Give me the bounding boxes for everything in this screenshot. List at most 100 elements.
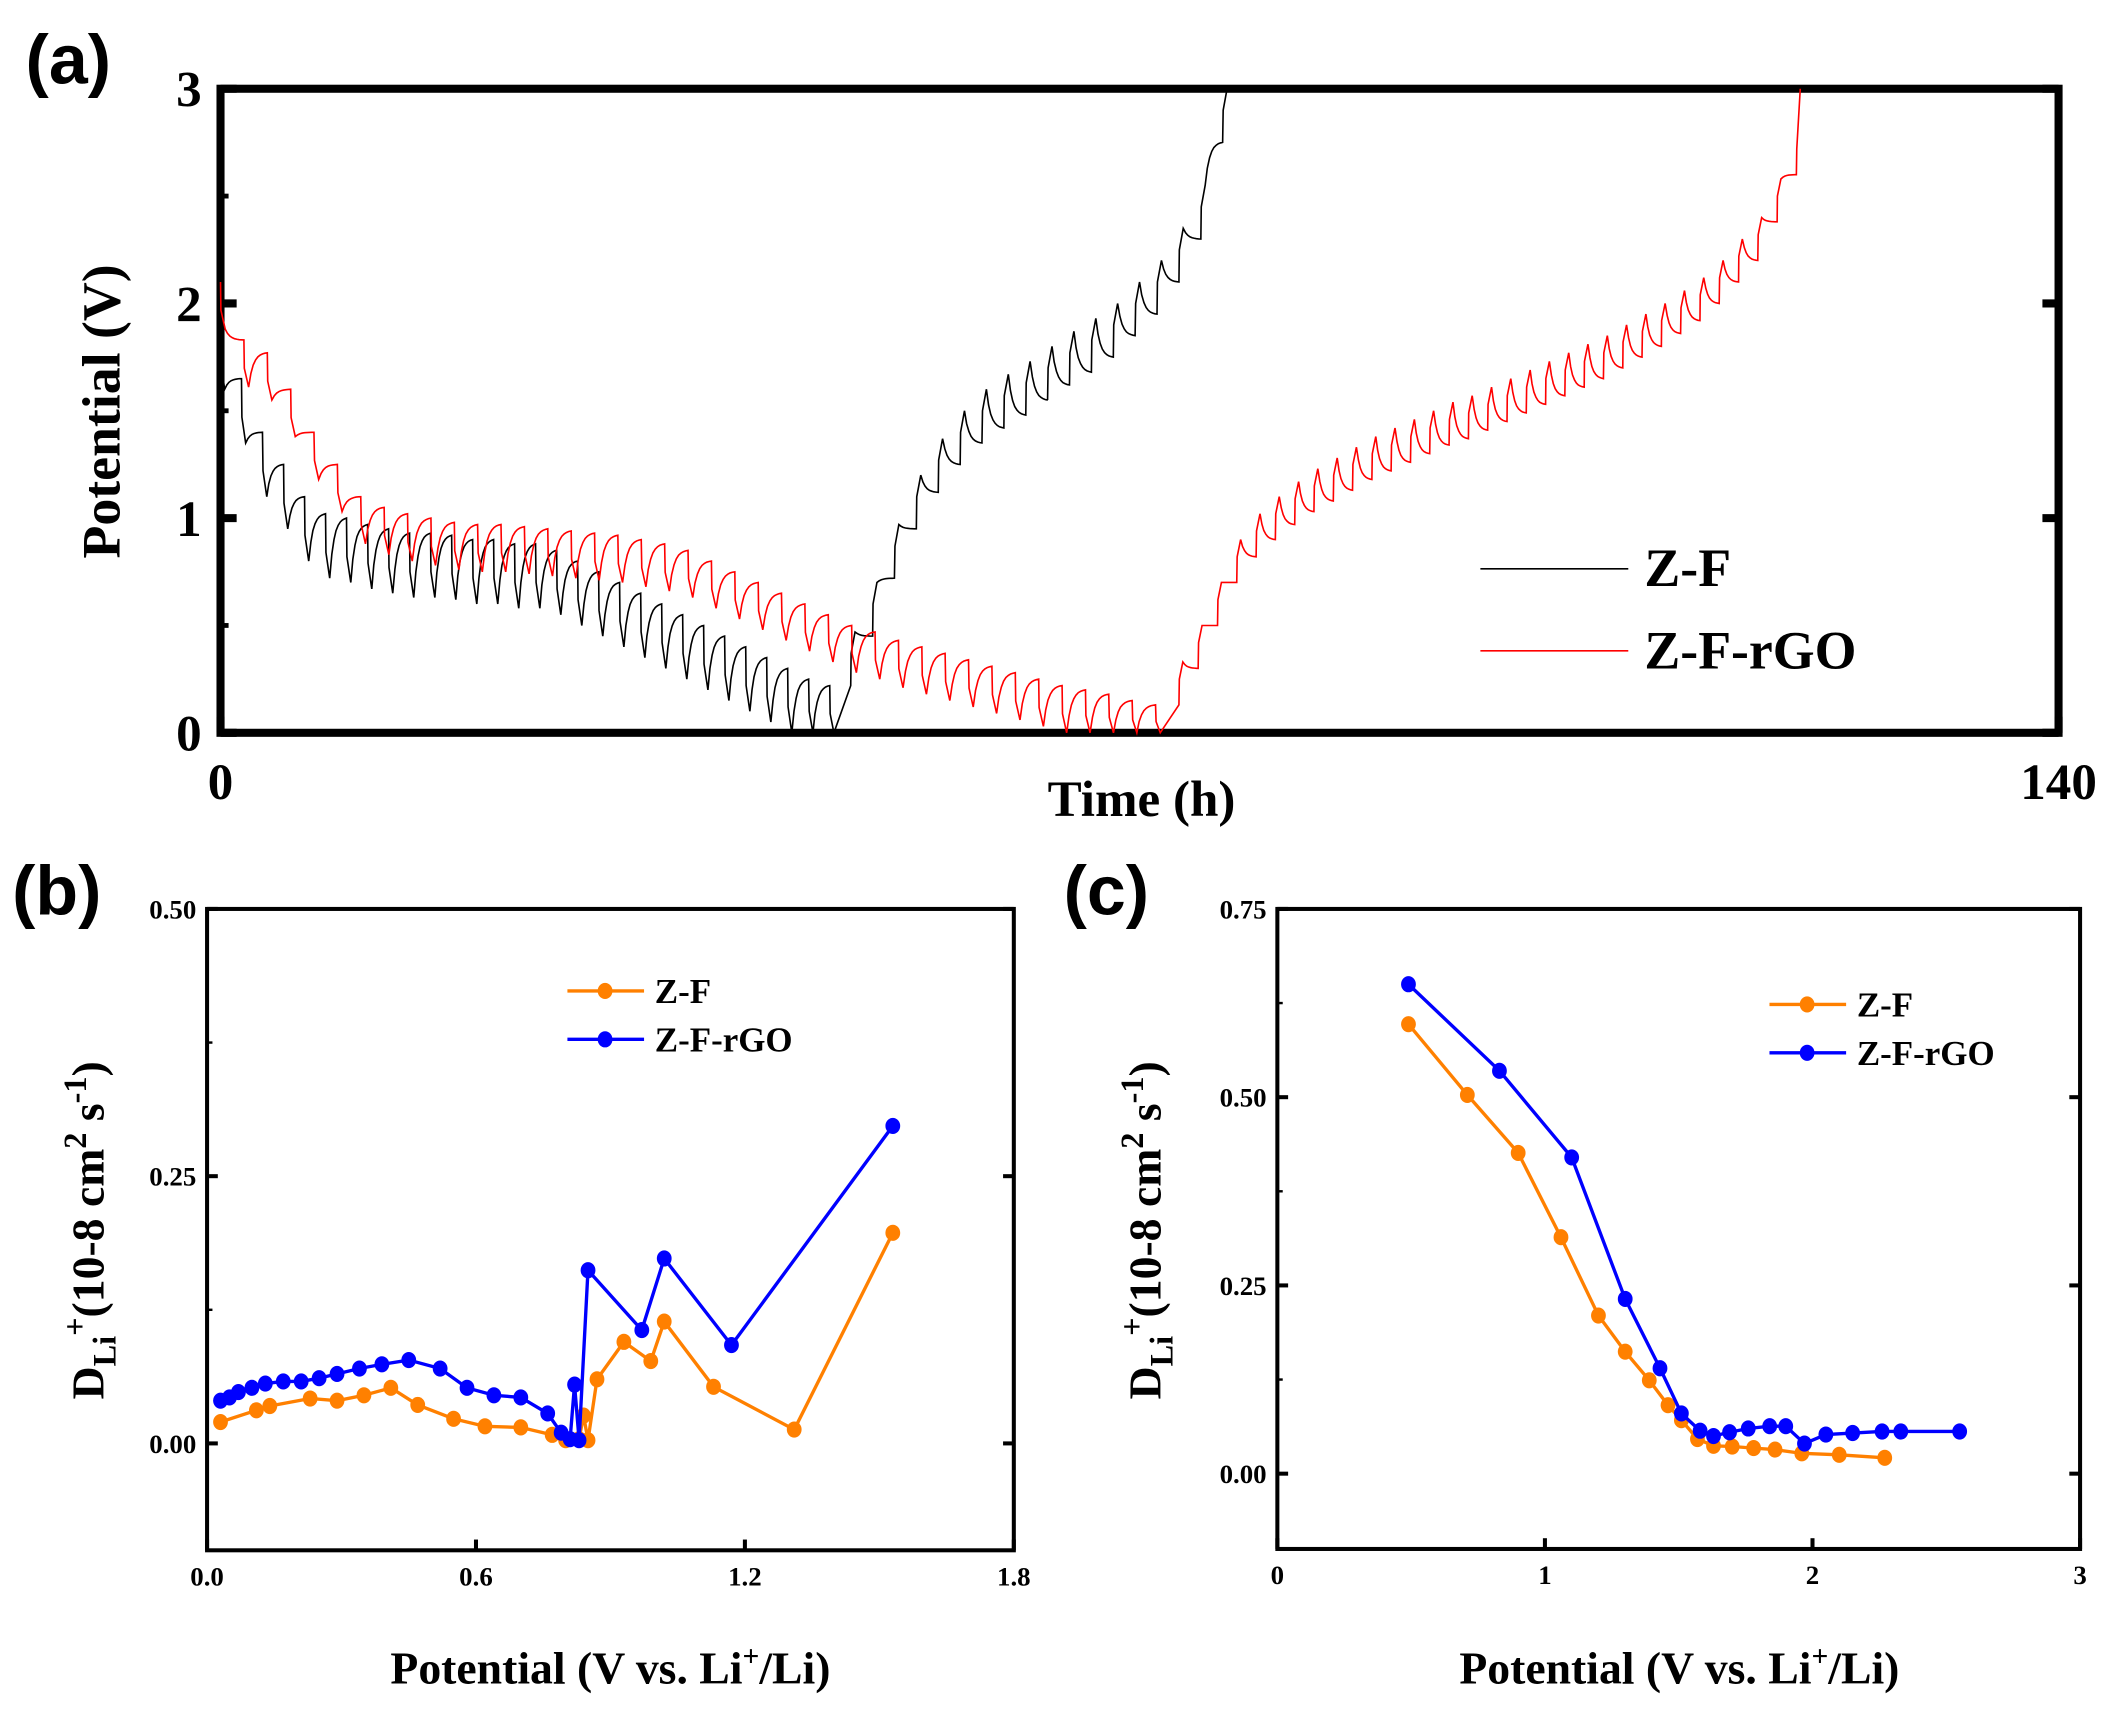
data-point-z-f-rgo bbox=[1893, 1423, 1909, 1440]
x-tick-label: 0 bbox=[208, 754, 234, 811]
data-point-z-f bbox=[513, 1419, 529, 1436]
data-point-z-f bbox=[616, 1333, 632, 1350]
data-point-z-f bbox=[1459, 1086, 1475, 1103]
data-point-z-f-rgo bbox=[1673, 1405, 1689, 1422]
data-point-z-f bbox=[1724, 1438, 1740, 1455]
data-point-z-f bbox=[786, 1421, 802, 1438]
x-tick-label: 0 bbox=[1271, 1560, 1284, 1590]
x-tick-label: 140 bbox=[2020, 754, 2097, 811]
data-point-z-f-rgo bbox=[1401, 976, 1416, 993]
data-point-z-f-rgo bbox=[580, 1262, 596, 1279]
y-tick-label: 3 bbox=[176, 62, 202, 119]
data-point-z-f bbox=[262, 1397, 278, 1415]
series-line-z-f bbox=[219, 88, 1228, 736]
y-tick-label: 0.50 bbox=[1220, 1083, 1267, 1113]
b-y-axis-label: DLi+(10-8 cm2 s-1) bbox=[57, 1061, 123, 1399]
legend-label: Z-F-rGO bbox=[1644, 620, 1856, 680]
y-tick-label: 2 bbox=[176, 276, 202, 333]
data-point-z-f-rgo bbox=[311, 1370, 327, 1387]
panel-label-b: (b) bbox=[12, 851, 101, 929]
c-x-end: /Li) bbox=[1827, 1642, 1899, 1693]
d-sub: Li bbox=[87, 1336, 123, 1367]
b-x-axis-label: Potential (V vs. Li+/Li) bbox=[390, 1641, 830, 1693]
data-point-z-f bbox=[477, 1418, 493, 1435]
panel-label-c: (c) bbox=[1064, 851, 1149, 929]
data-point-z-f-rgo bbox=[1797, 1435, 1812, 1452]
data-point-z-f-rgo bbox=[1818, 1426, 1834, 1443]
c-x-axis-label: Potential (V vs. Li+/Li) bbox=[1459, 1641, 1899, 1693]
data-point-z-f-rgo bbox=[1692, 1422, 1708, 1439]
svg-text:DLi+(10-8 cm2 s-1): DLi+(10-8 cm2 s-1) bbox=[1114, 1061, 1180, 1399]
c-x-main: Potential (V vs. Li bbox=[1459, 1642, 1811, 1693]
data-point-z-f-rgo bbox=[459, 1379, 475, 1396]
data-point-z-f-rgo bbox=[1706, 1427, 1721, 1445]
data-point-z-f-rgo bbox=[1740, 1420, 1756, 1437]
data-point-z-f bbox=[1591, 1307, 1606, 1324]
plot-frame bbox=[1275, 906, 2083, 1551]
y-tick-label: 0.25 bbox=[149, 1162, 196, 1192]
data-point-z-f-rgo bbox=[634, 1322, 650, 1339]
d-sup: + bbox=[57, 1317, 93, 1335]
panel-a: 0 1 2 3 0 140 Z-F Z-F-rGO bbox=[176, 62, 2097, 812]
series-line-z-f-rgo bbox=[219, 1124, 895, 1443]
y-tick-label: 1 bbox=[176, 491, 202, 548]
c-y-axis-label: DLi+(10-8 cm2 s-1) bbox=[1114, 1061, 1180, 1399]
d-s: s bbox=[63, 1103, 114, 1132]
legend-marker bbox=[1799, 996, 1815, 1013]
data-point-z-f-rgo bbox=[1874, 1423, 1890, 1440]
data-point-z-f-rgo bbox=[401, 1351, 417, 1369]
data-point-z-f bbox=[383, 1379, 399, 1396]
data-point-z-f-rgo bbox=[374, 1356, 390, 1373]
data-point-z-f bbox=[1401, 1016, 1416, 1033]
data-point-z-f-rgo bbox=[1952, 1423, 1968, 1440]
data-point-z-f-rgo bbox=[1652, 1360, 1668, 1377]
a-x-axis-label: Time (h) bbox=[1048, 771, 1236, 828]
data-point-z-f-rgo bbox=[244, 1379, 260, 1396]
data-point-z-f bbox=[656, 1313, 672, 1330]
data-point-z-f bbox=[213, 1413, 228, 1431]
data-point-z-f bbox=[410, 1396, 426, 1413]
d-two: 2 bbox=[1114, 1133, 1150, 1149]
b-x-end: /Li) bbox=[758, 1642, 830, 1693]
data-point-z-f-rgo bbox=[1845, 1424, 1861, 1442]
data-point-z-f-rgo bbox=[885, 1117, 901, 1135]
svg-text:DLi+(10-8 cm2 s-1): DLi+(10-8 cm2 s-1) bbox=[57, 1061, 123, 1399]
d-mid: (10-8 cm bbox=[63, 1149, 114, 1318]
data-point-z-f-rgo bbox=[724, 1337, 739, 1354]
d-sub: Li bbox=[1143, 1336, 1179, 1367]
d-close: ) bbox=[63, 1061, 114, 1076]
data-point-z-f bbox=[1767, 1441, 1783, 1458]
data-point-z-f bbox=[1617, 1343, 1633, 1360]
data-point-z-f bbox=[1877, 1449, 1893, 1466]
d-main: D bbox=[63, 1366, 114, 1399]
plot-frame bbox=[205, 906, 1016, 1553]
d-neg: -1 bbox=[1114, 1076, 1150, 1103]
data-point-z-f bbox=[329, 1392, 345, 1409]
data-point-z-f-rgo bbox=[1617, 1290, 1633, 1308]
data-point-z-f bbox=[1660, 1397, 1676, 1414]
data-point-z-f-rgo bbox=[432, 1360, 448, 1377]
data-point-z-f-rgo bbox=[486, 1387, 502, 1404]
x-tick-label: 1 bbox=[1538, 1560, 1551, 1590]
data-point-z-f bbox=[1553, 1229, 1569, 1246]
data-point-z-f-rgo bbox=[656, 1250, 672, 1267]
data-point-z-f-rgo bbox=[352, 1360, 367, 1377]
data-point-z-f-rgo bbox=[329, 1365, 345, 1382]
d-sup: + bbox=[1114, 1317, 1150, 1335]
data-point-z-f bbox=[248, 1402, 264, 1419]
data-point-z-f bbox=[1641, 1372, 1657, 1389]
data-point-z-f-rgo bbox=[1564, 1149, 1580, 1166]
data-point-z-f-rgo bbox=[567, 1376, 582, 1393]
data-point-z-f-rgo bbox=[513, 1389, 529, 1406]
panel-c: 0.00 0.25 0.50 0.75 0 1 2 3 Z-F Z-F-rGO bbox=[1220, 894, 2087, 1590]
d-mid: (10-8 cm bbox=[1119, 1149, 1170, 1318]
y-tick-label: 0 bbox=[176, 706, 202, 763]
x-tick-label: 3 bbox=[2073, 1560, 2086, 1590]
series-line-z-f-rgo bbox=[219, 88, 1802, 736]
legend-marker bbox=[597, 982, 613, 1000]
data-point-z-f bbox=[589, 1371, 605, 1388]
data-point-z-f bbox=[1746, 1439, 1762, 1457]
b-x-sup: + bbox=[743, 1641, 760, 1673]
d-main: D bbox=[1119, 1366, 1170, 1399]
legend-label: Z-F bbox=[1644, 538, 1731, 598]
